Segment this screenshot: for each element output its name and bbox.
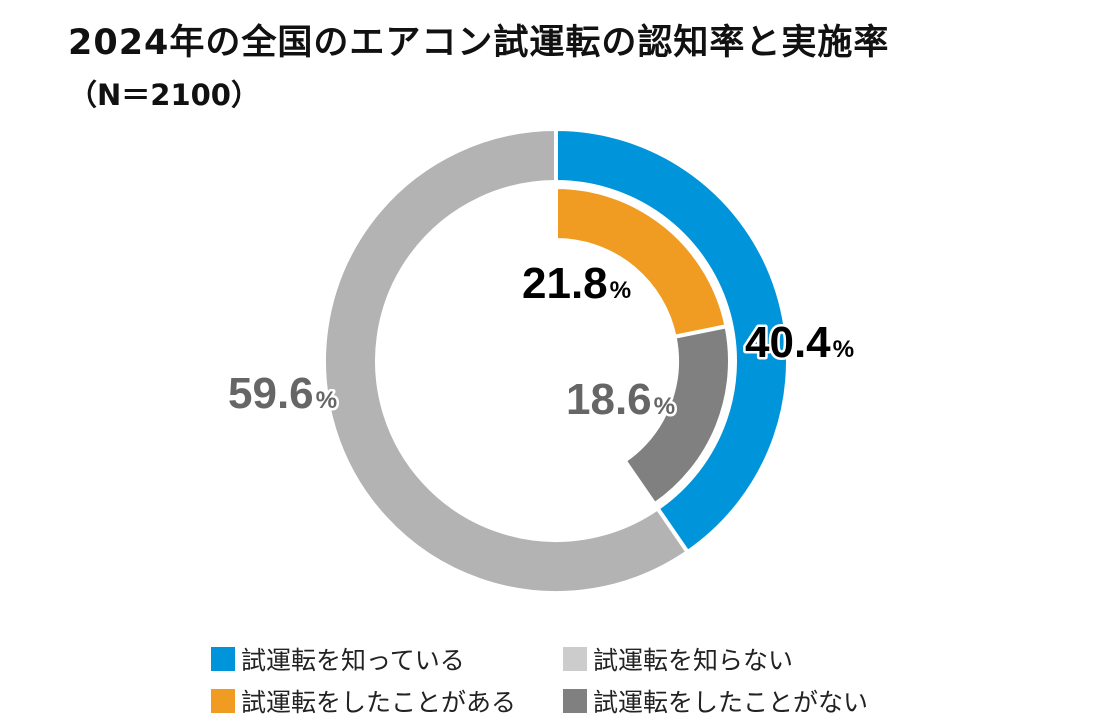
- legend-label: 試運転を知らない: [593, 646, 794, 675]
- legend-item-not-done: 試運転をしたことがない: [563, 683, 868, 719]
- chart-subtitle: （N＝2100）: [68, 78, 260, 112]
- legend-item-unaware: 試運転を知らない: [563, 641, 793, 677]
- legend-swatch: [211, 647, 235, 671]
- legend-swatch: [563, 647, 587, 671]
- legend-item-done: 試運転をしたことがある: [211, 683, 516, 719]
- inner-data-label-0: 21.8%: [522, 259, 631, 308]
- legend-label: 試運転をしたことがない: [593, 688, 869, 717]
- legend-item-aware: 試運転を知っている: [211, 641, 465, 677]
- legend-label: 試運転をしたことがある: [241, 688, 517, 717]
- inner-data-label-1: 18.6%: [566, 375, 675, 424]
- legend-swatch: [211, 689, 235, 713]
- legend-swatch: [563, 689, 587, 713]
- outer-slice-1: [322, 126, 691, 595]
- outer-data-label-1: 59.6%: [228, 369, 337, 418]
- outer-slice-0: [554, 126, 790, 555]
- legend-label: 試運転を知っている: [241, 646, 465, 675]
- chart-title: 2024年の全国のエアコン試運転の認知率と実施率: [68, 23, 890, 63]
- outer-data-label-0: 40.4%: [745, 318, 854, 367]
- inner-slice-1: [621, 323, 732, 508]
